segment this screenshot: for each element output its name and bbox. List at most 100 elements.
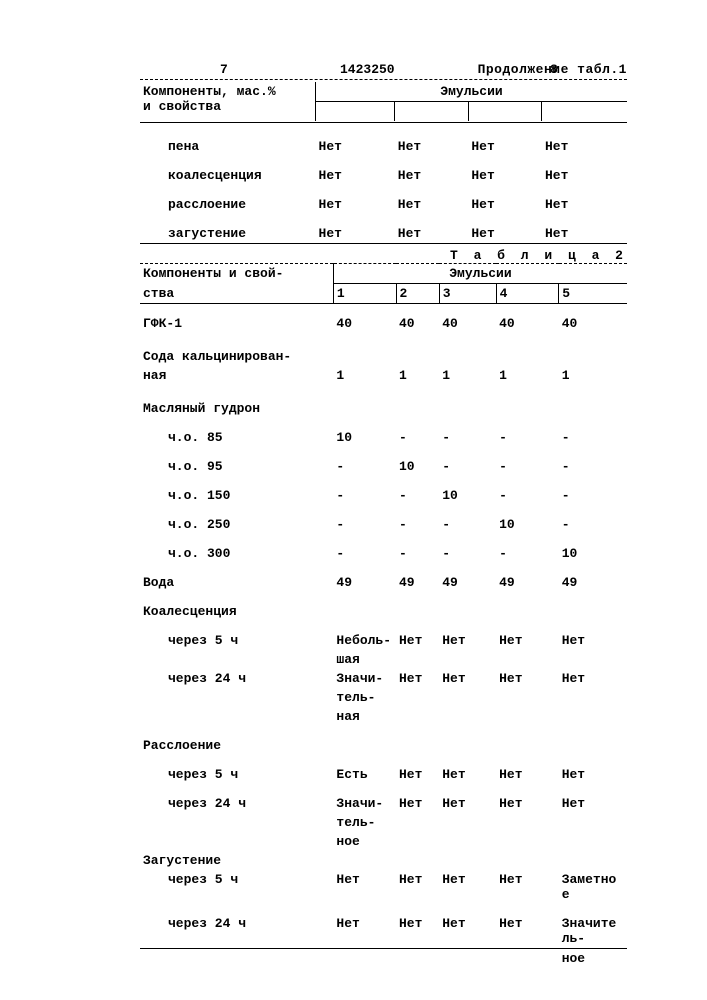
cell: Нет bbox=[396, 669, 439, 688]
table2-row: через 5 ч Нет Нет Нет Нет Заметное bbox=[140, 870, 627, 904]
cell: Нет bbox=[395, 166, 469, 185]
table2-title: Т а б л и ц а 2 bbox=[140, 248, 627, 263]
cell: - bbox=[559, 428, 627, 447]
cell: Нет bbox=[396, 870, 439, 904]
cell: Нет bbox=[395, 224, 469, 244]
cell: 1 bbox=[496, 366, 559, 385]
t1-col bbox=[395, 102, 469, 122]
cell: Нет bbox=[439, 669, 496, 688]
row-label: Вода bbox=[140, 573, 333, 592]
t1-col bbox=[468, 102, 542, 122]
row-label: через 5 ч bbox=[140, 631, 333, 650]
cell: - bbox=[439, 544, 496, 563]
row-label: загустение bbox=[140, 224, 316, 244]
cell: - bbox=[496, 544, 559, 563]
cell: 49 bbox=[496, 573, 559, 592]
cell: - bbox=[333, 486, 396, 505]
cell: Нет bbox=[496, 870, 559, 904]
cell: Заметное bbox=[559, 870, 627, 904]
table2-header-left2: ства bbox=[140, 284, 333, 304]
cell: 49 bbox=[396, 573, 439, 592]
cell: - bbox=[396, 515, 439, 534]
row-label: Загустение bbox=[140, 851, 627, 870]
cell: Нет bbox=[316, 195, 395, 214]
row-label: через 5 ч bbox=[140, 765, 333, 784]
table2-row: ч.о. 150 - - 10 - - bbox=[140, 486, 627, 505]
row-label: ная bbox=[140, 366, 333, 385]
cell: 10 bbox=[439, 486, 496, 505]
cell: Нет bbox=[439, 765, 496, 784]
cell: 40 bbox=[396, 314, 439, 333]
row-label: ГФК-1 bbox=[140, 314, 333, 333]
cell: Нет bbox=[395, 137, 469, 156]
table2-row: Сода кальцинирован- bbox=[140, 347, 627, 366]
table1-row: расслоение Нет Нет Нет Нет bbox=[140, 195, 627, 214]
row-label: ч.о. 250 bbox=[140, 515, 333, 534]
cell: Нет bbox=[439, 914, 496, 949]
cell: тель- bbox=[333, 688, 396, 707]
cell: - bbox=[439, 515, 496, 534]
cell: 1 bbox=[559, 366, 627, 385]
col-num: 2 bbox=[396, 284, 439, 304]
cell: ное bbox=[333, 832, 396, 851]
cell: 49 bbox=[333, 573, 396, 592]
cell: Нет bbox=[333, 870, 396, 904]
page: 7 1423250 8 Продолжение табл.1 Компонент… bbox=[0, 62, 707, 968]
cell: 10 bbox=[333, 428, 396, 447]
cell: 1 bbox=[439, 366, 496, 385]
row-label: Сода кальцинирован- bbox=[140, 347, 627, 366]
table2-row: ная bbox=[140, 707, 627, 726]
table2-row: Масляный гудрон bbox=[140, 399, 627, 418]
cell: шая bbox=[333, 650, 396, 669]
cell: Нет bbox=[496, 794, 559, 813]
cell: Нет bbox=[439, 870, 496, 904]
table2-row: ч.о. 250 - - - 10 - bbox=[140, 515, 627, 534]
table2-row: через 24 ч Значи- Нет Нет Нет Нет bbox=[140, 794, 627, 813]
row-label: через 24 ч bbox=[140, 914, 333, 949]
cell: - bbox=[559, 515, 627, 534]
page-number-right: 8 bbox=[550, 62, 558, 77]
cell: 40 bbox=[439, 314, 496, 333]
col-num: 4 bbox=[496, 284, 559, 304]
cell: 40 bbox=[559, 314, 627, 333]
cell: - bbox=[333, 515, 396, 534]
cell: 1 bbox=[396, 366, 439, 385]
row-label: Расслоение bbox=[140, 736, 627, 755]
table1-row: коалесценция Нет Нет Нет Нет bbox=[140, 166, 627, 185]
cell: 10 bbox=[396, 457, 439, 476]
cell: Нет bbox=[316, 224, 395, 244]
table1-row: загустение Нет Нет Нет Нет bbox=[140, 224, 627, 244]
cell: Нет bbox=[496, 914, 559, 949]
col-num: 3 bbox=[439, 284, 496, 304]
cell: тель- bbox=[333, 813, 396, 832]
page-number-left: 7 bbox=[220, 62, 228, 77]
table1-row: пена Нет Нет Нет Нет bbox=[140, 137, 627, 156]
table2-row: Вода 49 49 49 49 49 bbox=[140, 573, 627, 592]
cell: Нет bbox=[542, 137, 627, 156]
cell: - bbox=[559, 457, 627, 476]
table2-row: ч.о. 300 - - - - 10 bbox=[140, 544, 627, 563]
cell: Нет bbox=[333, 914, 396, 949]
cell: Нет bbox=[395, 195, 469, 214]
cell: - bbox=[439, 457, 496, 476]
col-num: 5 bbox=[559, 284, 627, 304]
cell: Значи- bbox=[333, 794, 396, 813]
table2-row: через 5 ч Есть Нет Нет Нет Нет bbox=[140, 765, 627, 784]
table1: Компоненты, мас.%и свойства Эмульсии пен… bbox=[140, 82, 627, 244]
table2-row: через 5 ч Неболь- Нет Нет Нет Нет bbox=[140, 631, 627, 650]
table2-row: тель- bbox=[140, 813, 627, 832]
cell: Значи- bbox=[333, 669, 396, 688]
cell: Нет bbox=[396, 631, 439, 650]
cell: Нет bbox=[496, 669, 559, 688]
cell: - bbox=[333, 457, 396, 476]
row-label: ч.о. 150 bbox=[140, 486, 333, 505]
table2-row: Загустение bbox=[140, 851, 627, 870]
cell: Нет bbox=[468, 195, 542, 214]
table2-row: через 24 ч Значи- Нет Нет Нет Нет bbox=[140, 669, 627, 688]
cell: Нет bbox=[559, 765, 627, 784]
cell: Нет bbox=[559, 794, 627, 813]
table1-header-right: Эмульсии bbox=[316, 82, 627, 102]
cell: Значитель- bbox=[559, 914, 627, 949]
cell: Нет bbox=[468, 224, 542, 244]
cell: Неболь- bbox=[333, 631, 396, 650]
